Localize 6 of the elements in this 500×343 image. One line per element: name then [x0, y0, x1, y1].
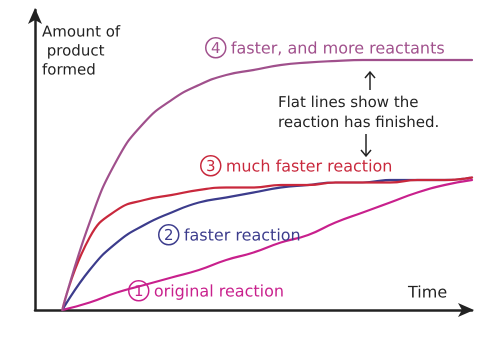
series-label: 3 much faster reaction: [206, 156, 392, 176]
series-label: 4 faster, and more reactants: [210, 38, 445, 58]
annotation: Flat lines show the reaction has finished.: [278, 93, 440, 131]
y-axis-title: Amount of product formed: [42, 22, 121, 78]
x-axis-title: Time: [407, 282, 448, 302]
series-label: 2 faster reaction: [164, 225, 301, 244]
